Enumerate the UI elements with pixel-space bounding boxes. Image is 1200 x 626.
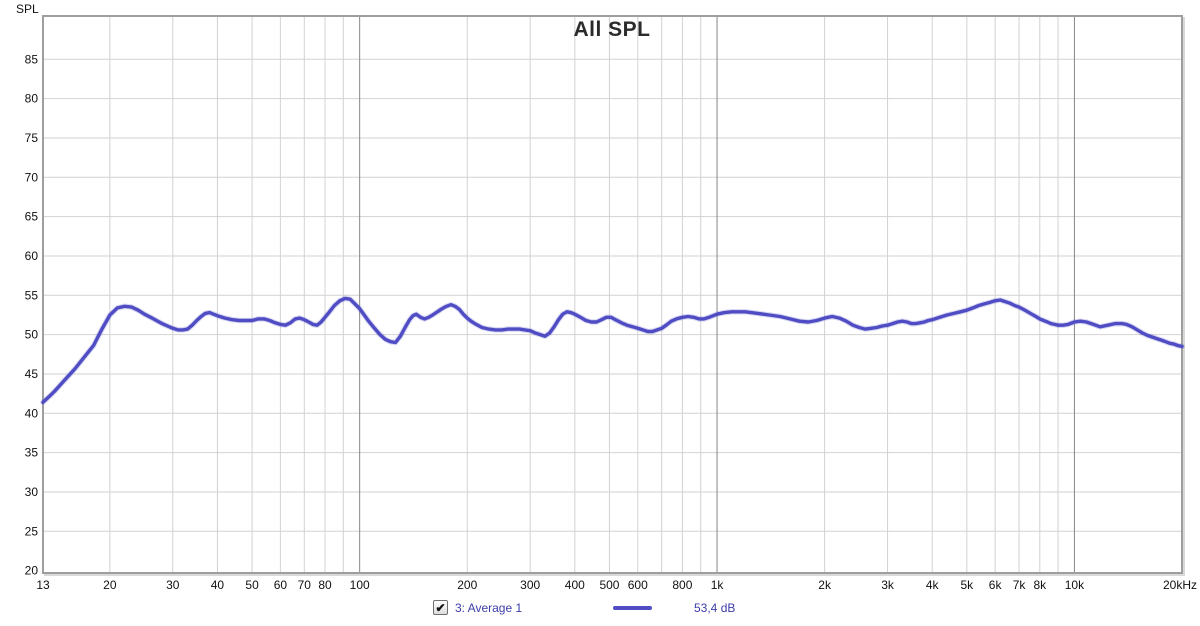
y-tick-label: 50: [25, 328, 39, 342]
plot-border: [42, 15, 1183, 574]
x-tick-label: 13: [36, 578, 50, 592]
y-tick-label: 30: [25, 485, 39, 499]
x-tick-label: 200: [457, 578, 477, 592]
x-tick-label: 20: [103, 578, 117, 592]
x-tick-label: 600: [628, 578, 648, 592]
legend: ✔ 3: Average 1 53,4 dB: [0, 598, 1200, 624]
spl-trace: [41, 296, 1184, 404]
checkmark-icon: ✔: [435, 600, 446, 615]
x-tick-label: 7k: [1013, 578, 1027, 592]
y-tick-label: 35: [25, 446, 39, 460]
x-tick-label: 8k: [1033, 578, 1047, 592]
y-tick-label: 80: [25, 92, 39, 106]
y-tick-label: 25: [25, 524, 39, 538]
x-tick-label: 2k: [818, 578, 832, 592]
chart-title: All SPL: [573, 18, 651, 41]
x-tick-label: 500: [599, 578, 619, 592]
y-tick-label: 45: [25, 367, 39, 381]
x-tick-label: 3k: [881, 578, 895, 592]
y-tick-label: 20: [25, 564, 39, 578]
y-tick-label: 55: [25, 288, 39, 302]
x-tick-label: 30: [166, 578, 180, 592]
x-tick-label: 5k: [960, 578, 974, 592]
x-tick-label: 300: [520, 578, 540, 592]
x-tick-label: 20kHz: [1163, 578, 1197, 592]
x-tick-label: 6k: [989, 578, 1003, 592]
x-tick-label: 80: [318, 578, 332, 592]
x-tick-label: 400: [565, 578, 585, 592]
y-tick-label: 40: [25, 406, 39, 420]
x-tick-label: 10k: [1065, 578, 1085, 592]
y-tick-label: 85: [25, 52, 39, 66]
y-tick-label: 70: [25, 170, 39, 184]
x-tick-label: 800: [672, 578, 692, 592]
legend-checkbox[interactable]: ✔: [433, 600, 448, 615]
y-tick-label: 65: [25, 210, 39, 224]
x-tick-label: 1k: [711, 578, 725, 592]
x-tick-label: 50: [245, 578, 259, 592]
plot-background: [43, 16, 1182, 573]
y-tick-label: 60: [25, 249, 39, 263]
legend-series-label[interactable]: 3: Average 1: [455, 601, 523, 615]
x-tick-label: 4k: [926, 578, 940, 592]
legend-value: 53,4 dB: [694, 601, 736, 615]
x-tick-label: 100: [350, 578, 370, 592]
y-tick-label: 75: [25, 131, 39, 145]
x-tick-label: 70: [298, 578, 312, 592]
y-axis-unit-label: SPL: [16, 2, 39, 16]
legend-line-swatch: [613, 606, 652, 610]
x-tick-label: 40: [211, 578, 225, 592]
x-tick-label: 60: [274, 578, 288, 592]
